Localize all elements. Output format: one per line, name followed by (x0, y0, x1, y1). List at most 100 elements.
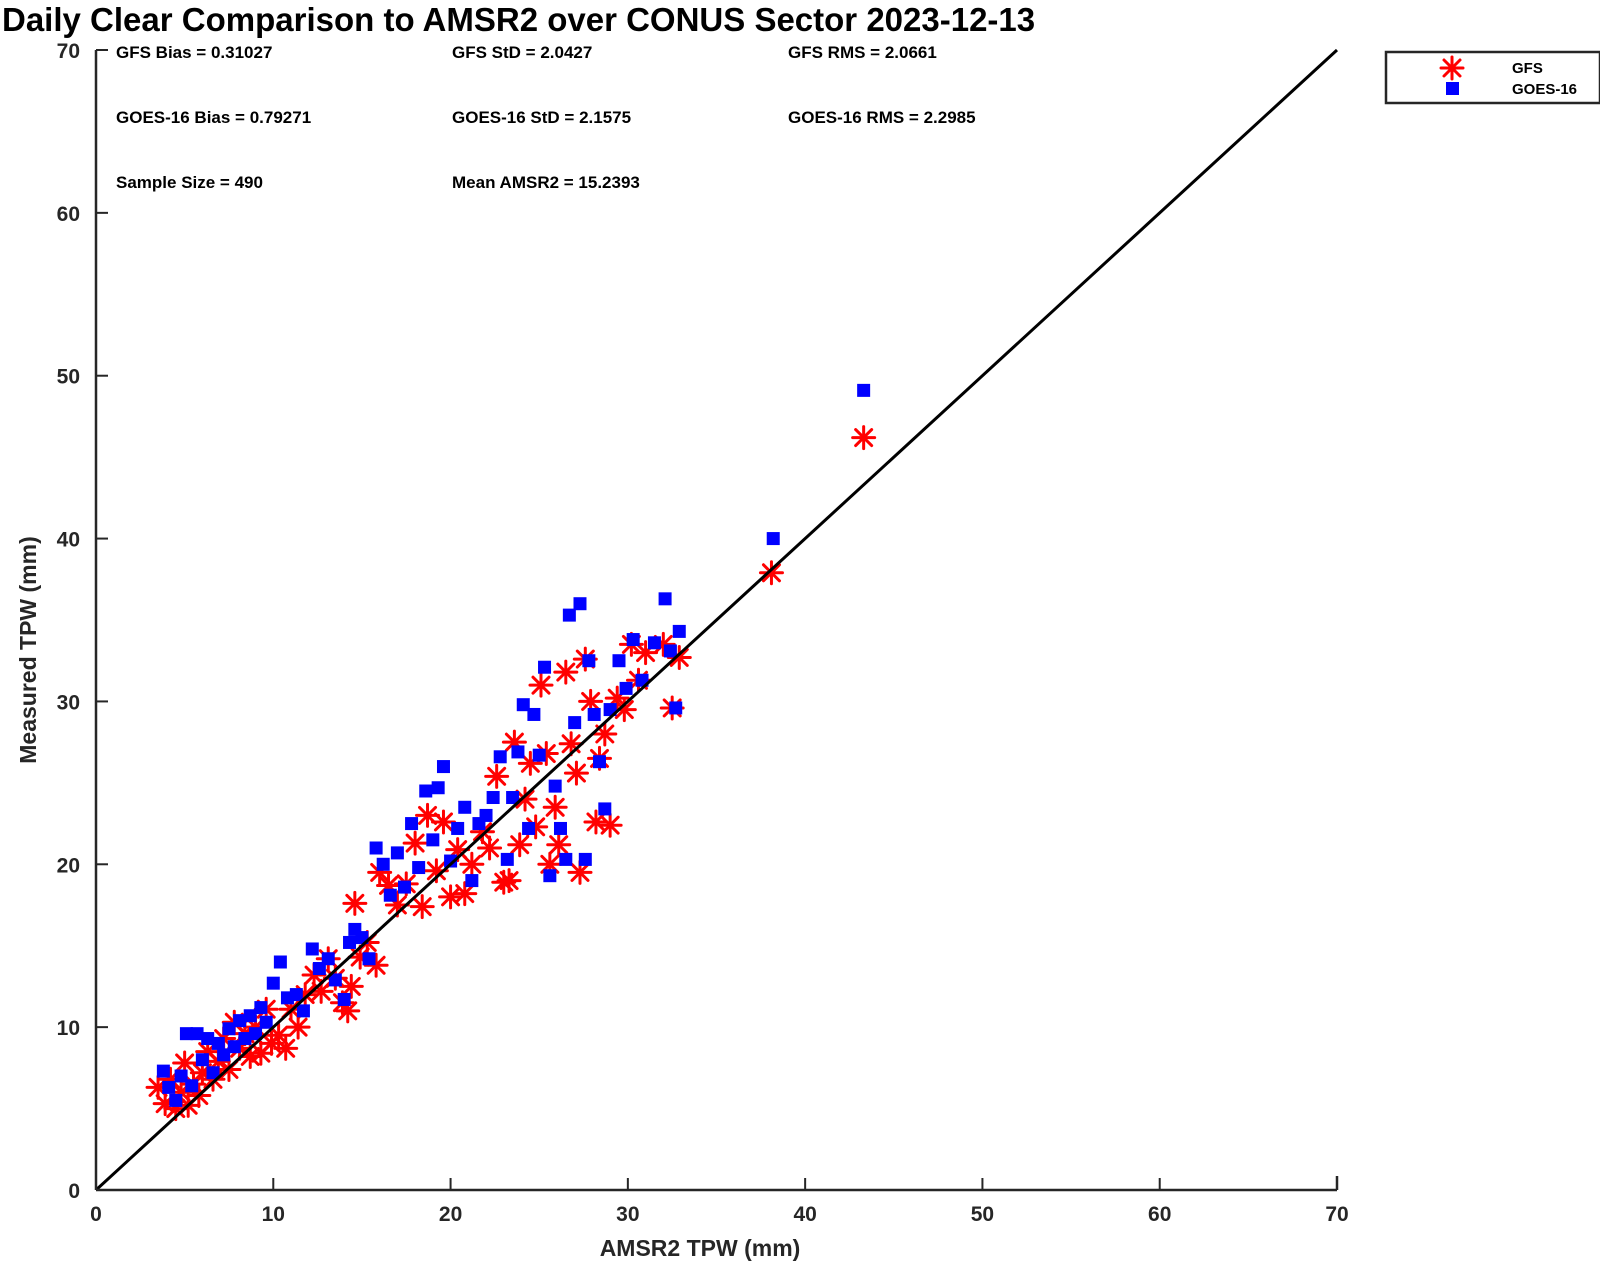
goes-16-point (227, 1040, 241, 1054)
x-tick-label: 70 (1325, 1203, 1348, 1226)
goes-16-point (328, 973, 342, 987)
goes-16-point (451, 821, 465, 835)
stat-gfs-std: GFS StD = 2.0427 (452, 43, 592, 62)
gfs-point (285, 1014, 311, 1040)
x-tick-label: 10 (262, 1203, 285, 1226)
goes-16-point (538, 660, 552, 674)
x-tick-label: 30 (616, 1203, 639, 1226)
goes-16-point (201, 1032, 215, 1046)
goes-16-point (436, 760, 450, 774)
goes-16-point (376, 857, 390, 871)
goes-16-point (238, 1032, 252, 1046)
stat-mean-amsr2: Mean AMSR2 = 15.2393 (452, 173, 640, 192)
goes-16-point (658, 592, 672, 606)
goes-16-point (383, 888, 397, 902)
y-ticks: 0 10 20 30 40 50 60 70 (57, 40, 108, 1203)
gfs-point (338, 973, 364, 999)
y-tick-label: 70 (57, 40, 80, 63)
legend-gfs-marker (1439, 55, 1465, 81)
goes-16-point (254, 1001, 268, 1015)
goes-16-point (559, 852, 573, 866)
goes-16-point (587, 707, 601, 721)
goes-16-point (553, 821, 567, 835)
legend-gfs-label: GFS (1512, 60, 1543, 77)
goes-16-point (249, 1027, 263, 1041)
goes-16-point (243, 1009, 257, 1023)
y-axis-label: Measured TPW (mm) (15, 536, 41, 763)
y-tick-label: 10 (57, 1017, 80, 1040)
y-tick-label: 60 (57, 203, 80, 226)
goes-16-point (527, 707, 541, 721)
goes-16-point (672, 624, 686, 638)
legend-goes-label: GOES-16 (1512, 81, 1577, 98)
gfs-point (501, 729, 527, 755)
goes-16-point (548, 779, 562, 793)
stat-sample-size: Sample Size = 490 (116, 173, 263, 192)
goes-16-point (273, 955, 287, 969)
goes-16-point (305, 942, 319, 956)
gfs-point (496, 868, 522, 894)
goes-16-point (573, 597, 587, 611)
gfs-point (477, 835, 503, 861)
goes-16-point (426, 833, 440, 847)
goes-16-point (206, 1066, 220, 1080)
y-tick-label: 20 (57, 854, 80, 877)
goes-16-point (592, 755, 606, 769)
goes-16-point (766, 532, 780, 546)
gfs-point (597, 812, 623, 838)
goes-16-point (233, 1014, 247, 1028)
goes-16-point (296, 1004, 310, 1018)
goes-16-point (578, 852, 592, 866)
stat-goes-std: GOES-16 StD = 2.1575 (452, 108, 631, 127)
goes-16-point (169, 1093, 183, 1107)
goes-16-point (217, 1048, 231, 1062)
goes-16-point (312, 962, 326, 976)
y-tick-label: 40 (57, 529, 80, 552)
goes-16-point (626, 633, 640, 647)
gfs-point (542, 794, 568, 820)
goes-16-point (412, 861, 426, 875)
gfs-point (459, 851, 485, 877)
stat-goes-rms: GOES-16 RMS = 2.2985 (788, 108, 976, 127)
goes-16-point (522, 821, 536, 835)
goes-16-point (211, 1036, 225, 1050)
legend-goes-marker (1446, 82, 1459, 95)
series-goes-16 (156, 383, 871, 1107)
x-ticks: 0 10 20 30 40 50 60 70 (90, 1178, 1349, 1226)
x-tick-label: 0 (90, 1203, 102, 1226)
goes-16-point (195, 1053, 209, 1067)
gfs-point (558, 731, 584, 757)
goes-16-point (486, 791, 500, 805)
stat-goes-bias: GOES-16 Bias = 0.79271 (116, 108, 311, 127)
gfs-point (452, 881, 478, 907)
gfs-point (553, 659, 579, 685)
goes-16-point (458, 800, 472, 814)
gfs-point (507, 832, 533, 858)
goes-16-point (162, 1080, 176, 1094)
gfs-point (758, 560, 784, 586)
gfs-point (592, 721, 618, 747)
gfs-point (430, 809, 456, 835)
gfs-point (567, 859, 593, 885)
gfs-point (546, 832, 572, 858)
goes-16-point (598, 802, 612, 816)
legend-box (1384, 50, 1600, 105)
goes-16-point (156, 1064, 170, 1078)
goes-16-point (431, 781, 445, 795)
goes-16-point (337, 992, 351, 1006)
gfs-point (484, 763, 510, 789)
goes-16-point (669, 701, 683, 715)
goes-16-point (612, 654, 626, 668)
goes-16-point (179, 1027, 193, 1041)
goes-16-point (493, 750, 507, 764)
goes-16-point (619, 681, 633, 695)
gfs-point (851, 425, 877, 451)
goes-16-point (343, 935, 357, 949)
y-tick-label: 30 (57, 691, 80, 714)
x-tick-label: 40 (793, 1203, 816, 1226)
statistics-annotations: GFS Bias = 0.31027 GFS StD = 2.0427 GFS … (116, 43, 976, 192)
gfs-point (563, 760, 589, 786)
goes-16-point (532, 748, 546, 762)
x-tick-label: 50 (971, 1203, 994, 1226)
